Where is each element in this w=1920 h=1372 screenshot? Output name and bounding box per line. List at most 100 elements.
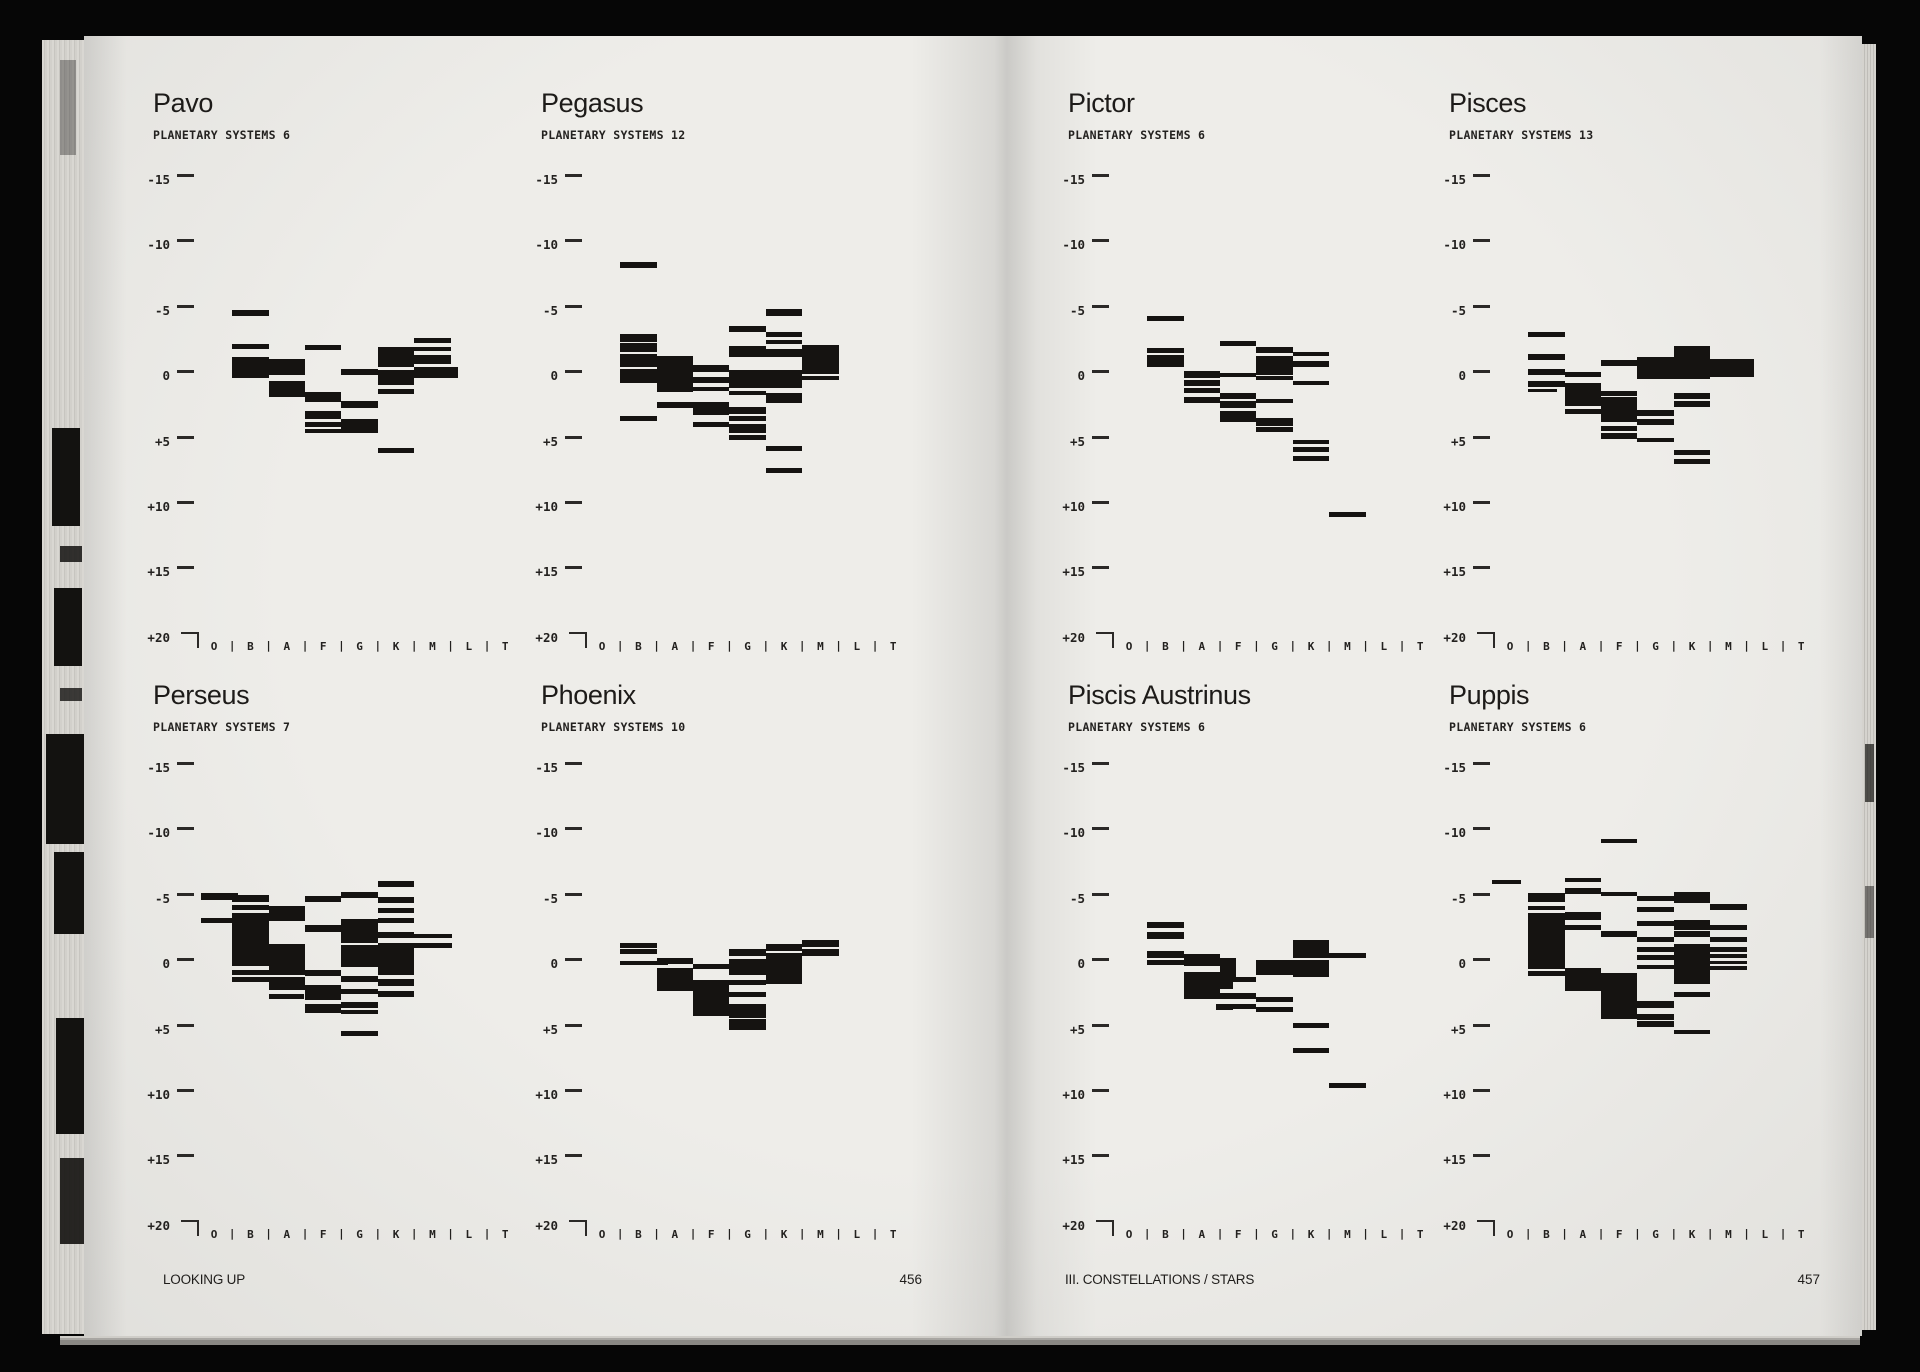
y-tick-label: -5 <box>1450 890 1466 906</box>
x-category-label: K <box>1307 1227 1315 1241</box>
x-category-separator: | <box>447 638 454 652</box>
y-axis-tick <box>1092 1089 1109 1092</box>
y-axis-tick <box>1092 239 1109 243</box>
magnitude-bar <box>1256 959 1293 975</box>
magnitude-bar <box>1564 887 1601 894</box>
magnitude-bar <box>1637 896 1674 902</box>
y-tick-label: 0 <box>550 956 558 972</box>
magnitude-bar <box>729 326 766 333</box>
edge-ink-mark <box>46 734 84 844</box>
magnitude-bar <box>1256 427 1293 433</box>
y-axis-tick <box>1092 501 1109 504</box>
edge-ink-mark <box>54 588 82 666</box>
y-axis-tick <box>1473 1154 1490 1158</box>
magnitude-bar <box>1601 931 1638 938</box>
magnitude-bar <box>802 939 839 947</box>
x-category-label: K <box>392 1227 400 1241</box>
chart-subtitle-pegasus: PLANETARY SYSTEMS 12 <box>541 128 686 142</box>
y-tick-label: 0 <box>1077 956 1085 972</box>
magnitude-bar <box>1292 351 1330 356</box>
x-category-separator: | <box>301 1226 309 1240</box>
magnitude-bar <box>1183 397 1220 404</box>
magnitude-bar <box>305 344 342 350</box>
magnitude-bar <box>1637 964 1674 969</box>
magnitude-bar <box>1710 966 1747 971</box>
magnitude-bar <box>1292 1023 1330 1029</box>
y-tick-label: -5 <box>1069 302 1085 318</box>
magnitude-bar <box>341 945 378 968</box>
axis-corner-horizontal <box>181 1219 198 1222</box>
magnitude-bar <box>1292 456 1330 462</box>
chart-title-puppis: Puppis <box>1449 680 1530 710</box>
magnitude-bar <box>232 904 269 910</box>
y-tick-label: +5 <box>154 1021 170 1037</box>
magnitude-bar <box>1292 446 1330 452</box>
y-tick-label: -5 <box>154 890 170 906</box>
x-category-label: B <box>635 639 642 653</box>
running-footer-right: III. CONSTELLATIONS / STARS <box>1065 1272 1255 1287</box>
magnitude-bar <box>1256 417 1293 426</box>
y-tick-label: +10 <box>147 1087 170 1102</box>
edge-ink-mark <box>56 1018 84 1134</box>
chart-subtitle-pisces: PLANETARY SYSTEMS 13 <box>1449 128 1594 142</box>
magnitude-bar <box>1220 372 1257 377</box>
magnitude-bar <box>1147 931 1184 939</box>
magnitude-bar <box>377 979 415 986</box>
magnitude-bar <box>1601 397 1638 407</box>
x-category-label: M <box>817 639 824 653</box>
magnitude-bar <box>1147 960 1206 966</box>
magnitude-bar <box>1292 940 1330 957</box>
x-category-separator: | <box>1779 638 1787 652</box>
magnitude-bar <box>1637 437 1674 442</box>
magnitude-bar <box>765 393 803 404</box>
edge-ink-mark <box>1865 886 1874 938</box>
x-category-label: T <box>501 639 509 653</box>
magnitude-bar <box>693 377 730 384</box>
axis-corner-horizontal <box>569 631 586 634</box>
magnitude-bar <box>620 262 657 269</box>
x-category-label: F <box>1234 1227 1242 1241</box>
magnitude-bar <box>693 979 730 988</box>
x-category-label: F <box>319 1227 327 1241</box>
axis-corner-vertical <box>1112 1219 1114 1236</box>
x-category-label: T <box>889 639 897 653</box>
magnitude-bar <box>1710 954 1747 959</box>
y-tick-label: +5 <box>542 433 558 449</box>
magnitude-bar <box>1564 925 1601 931</box>
magnitude-bar <box>268 943 305 951</box>
magnitude-bar <box>1637 906 1674 912</box>
magnitude-bar <box>1256 376 1293 381</box>
magnitude-bar <box>1256 399 1293 404</box>
x-category-separator: | <box>1143 638 1151 652</box>
x-category-separator: | <box>265 1226 272 1240</box>
x-category-label: O <box>210 1227 218 1241</box>
chart-title-phoenix: Phoenix <box>541 680 636 710</box>
y-tick-label: -15 <box>147 760 170 775</box>
magnitude-bar <box>377 370 415 385</box>
x-category-separator: | <box>483 638 491 652</box>
magnitude-bar <box>1220 341 1257 346</box>
y-axis-tick <box>177 304 194 308</box>
magnitude-bar <box>656 401 693 408</box>
x-category-label: L <box>1380 639 1388 653</box>
x-category-separator: | <box>338 1226 345 1240</box>
magnitude-bar <box>1601 977 1638 988</box>
y-tick-label: -10 <box>1443 237 1466 253</box>
y-tick-label: +5 <box>1450 1021 1466 1037</box>
y-tick-label: +10 <box>535 499 558 514</box>
magnitude-bar <box>620 369 657 384</box>
chart-title-pictor: Pictor <box>1068 88 1135 118</box>
y-tick-label: -15 <box>535 172 558 187</box>
y-tick-label: -15 <box>1062 172 1085 187</box>
magnitude-bar <box>268 359 305 376</box>
y-axis-tick <box>177 892 194 896</box>
y-axis-tick <box>1092 304 1109 308</box>
x-category-separator: | <box>616 1226 624 1240</box>
y-tick-label: -5 <box>1450 302 1466 318</box>
edge-ink-mark <box>60 688 82 701</box>
x-category-label: L <box>465 639 473 653</box>
magnitude-bar <box>268 906 305 914</box>
y-tick-label: +15 <box>1062 1152 1085 1168</box>
magnitude-bar <box>1637 1001 1674 1009</box>
x-category-label: O <box>1506 639 1514 653</box>
